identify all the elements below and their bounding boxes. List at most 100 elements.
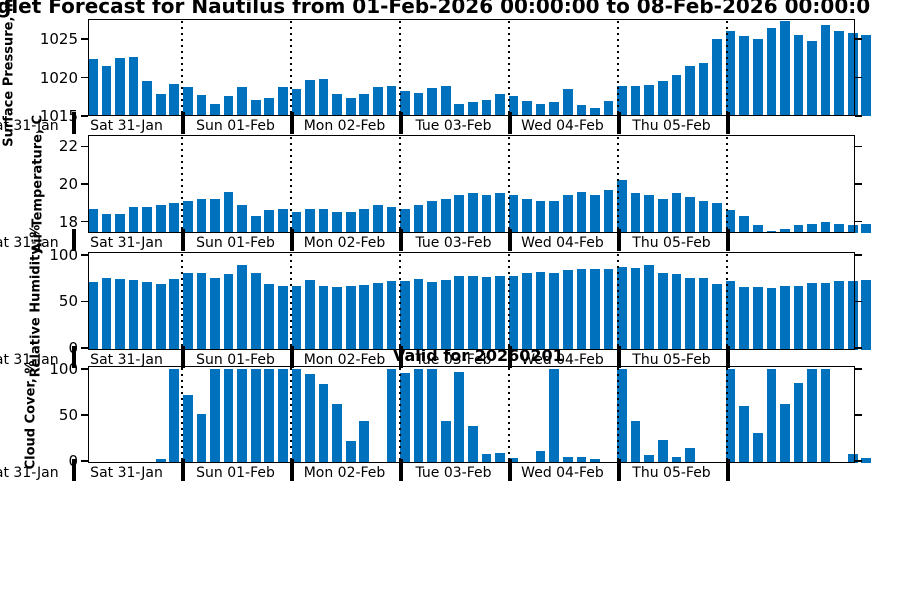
bar [427,88,437,116]
axes-box [88,366,855,463]
bar [400,208,410,233]
bar [739,216,750,233]
y-tick-mark [81,145,88,148]
bar [88,208,98,233]
bar [820,368,831,463]
bar [562,269,573,350]
bar [508,458,519,463]
day-label: Sat 31-Jan [90,465,163,481]
y-tick-mark [81,254,88,256]
day-tick-mark [617,112,621,134]
bar [617,266,627,350]
day-boundary-gridline [399,21,401,114]
y-tick-mark [81,38,88,40]
bar [549,368,560,463]
day-boundary-gridline [508,254,510,348]
bar [264,368,275,463]
bar [685,197,695,233]
y-tick-mark [855,414,862,416]
day-label: Sun 01-Feb [196,118,275,134]
day-tick-mark [399,346,403,368]
bar [277,86,288,116]
bar [522,199,532,233]
day-boundary-gridline [399,137,401,231]
bar [807,368,817,463]
bar [277,368,288,463]
bar [372,282,383,350]
y-tick-mark [81,414,88,416]
bar [427,368,437,463]
bar [223,368,234,463]
bar [318,383,329,463]
axes-box [88,135,855,233]
bar [210,199,220,233]
bar [752,287,763,350]
y-tick-mark [855,300,862,303]
bar [237,265,247,350]
bar [793,285,804,350]
bar [264,97,275,116]
bar [318,285,329,350]
bar [793,382,804,463]
bar [603,101,614,116]
day-label: Tue 03-Feb [415,352,492,368]
bar [291,368,302,463]
day-tick-mark [726,459,730,481]
day-label: Wed 04-Feb [521,235,604,251]
bar [847,32,858,116]
bar [196,95,207,116]
bar [196,273,207,350]
y-tick-label: 1020 [39,68,78,87]
y-tick-mark [81,183,88,185]
bar [386,85,397,116]
bar [467,102,478,116]
y-tick-label: 100 [49,245,78,264]
y-tick-mark [855,76,862,79]
y-tick-mark [855,145,862,148]
day-boundary-gridline [399,254,401,348]
bar [318,79,329,116]
bar [481,277,492,350]
y-tick-label: 18 [58,212,78,231]
bar [305,208,315,233]
bar [128,206,139,233]
y-tick-mark [855,38,862,40]
bar [535,103,546,116]
bar [454,103,465,116]
y-tick-mark [855,220,862,223]
bar [671,274,682,350]
day-label: Thu 05-Feb [632,352,711,368]
bar [495,93,505,116]
bar [413,279,424,350]
bar [155,204,166,233]
day-label: Sun 01-Feb [196,465,275,481]
bar [820,221,831,233]
bar [115,58,125,116]
bar [359,284,370,350]
bar [277,208,288,233]
bar [834,31,845,116]
day-label: Wed 04-Feb [521,465,604,481]
clipped-day-label: Sat 31-Jan [0,352,59,368]
bar [834,223,845,233]
bar [237,204,247,233]
day-boundary-gridline [290,254,292,348]
bar [834,280,845,350]
bar [169,202,180,233]
bar [562,195,573,233]
bar [210,368,220,463]
day-tick-mark [726,229,730,251]
bar [671,75,682,116]
bar [522,272,532,350]
bar [196,199,207,233]
bar [535,200,546,233]
bar [101,65,112,116]
bar [305,280,315,350]
day-label: Sat 31-Jan [90,352,163,368]
clipped-day-label: Sat 31-Jan [0,118,59,134]
bar [101,278,112,350]
bar [712,39,722,116]
y-tick-mark [81,347,88,349]
bar [440,85,451,116]
bar [657,273,668,350]
